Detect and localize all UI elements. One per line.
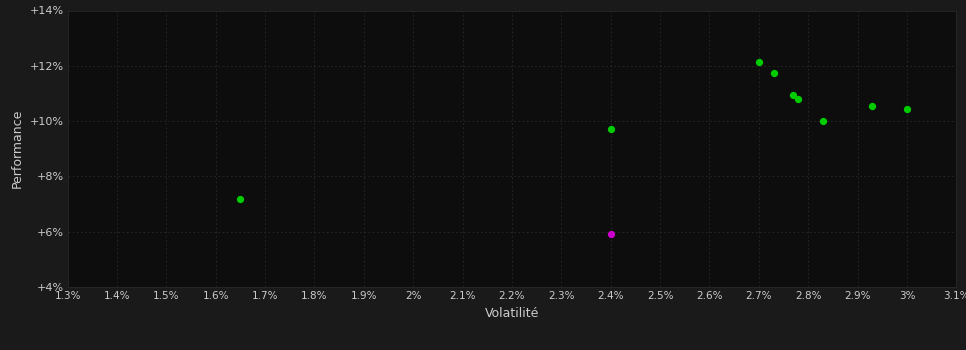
Point [752,59,767,64]
Point [233,196,248,201]
X-axis label: Volatilité: Volatilité [485,307,539,320]
Y-axis label: Performance: Performance [11,109,24,188]
Point [603,232,618,237]
Point [790,96,806,102]
Point [766,70,781,76]
Point [603,127,618,132]
Point [815,118,831,124]
Point [899,106,915,111]
Point [785,92,801,98]
Point [865,103,880,109]
